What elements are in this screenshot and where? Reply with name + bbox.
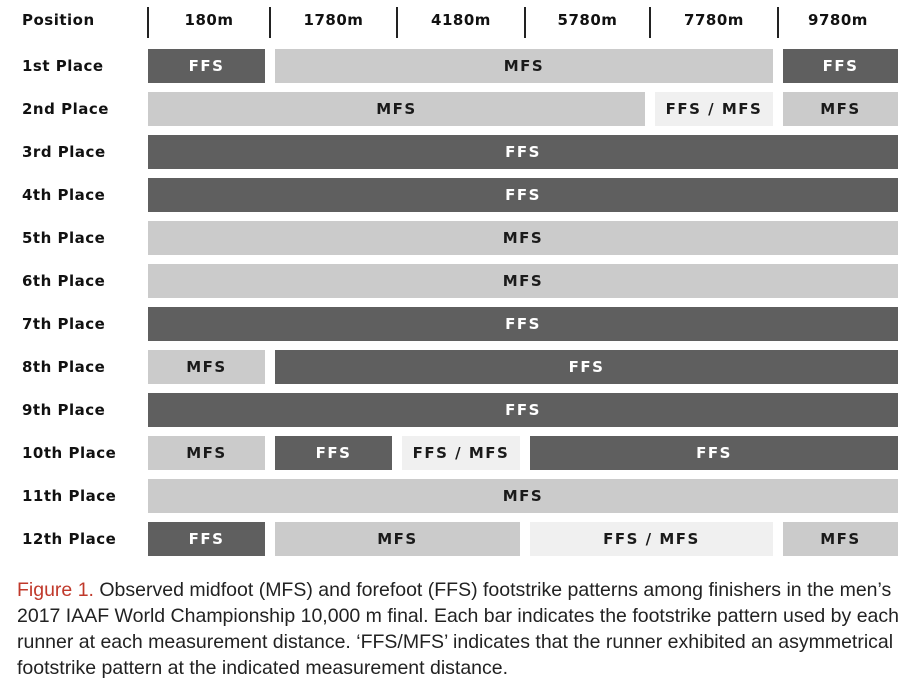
footstrike-bar-mfs: MFS (783, 522, 898, 556)
footstrike-bar-ffs: FFS (275, 350, 898, 384)
caption-label: Figure 1. (17, 579, 94, 601)
distance-header: 180m (184, 11, 234, 29)
column-divider (147, 7, 149, 38)
row-label: 5th Place (22, 229, 106, 247)
footstrike-bar-ffs: FFS (148, 135, 898, 169)
distance-header: 1780m (303, 11, 364, 29)
footstrike-bar-mfs: MFS (148, 436, 265, 470)
footstrike-bar-ffs: FFS (148, 522, 265, 556)
row-label: 9th Place (22, 401, 106, 419)
column-divider (524, 7, 526, 38)
row-label: 7th Place (22, 315, 106, 333)
distance-header: 4180m (431, 11, 491, 29)
column-divider (396, 7, 398, 38)
footstrike-bar-ffs: FFS (530, 436, 898, 470)
row-label: 6th Place (22, 272, 106, 290)
row-label: 12th Place (22, 530, 117, 548)
row-label: 4th Place (22, 186, 106, 204)
footstrike-bar-ffs: FFS (783, 49, 898, 83)
footstrike-bar-ffs: FFS (275, 436, 392, 470)
column-divider (649, 7, 651, 38)
figure-caption: Figure 1. Observed midfoot (MFS) and for… (17, 577, 909, 681)
footstrike-bar-ffs: FFS (148, 49, 265, 83)
footstrike-bar-mfs: MFS (148, 264, 898, 298)
footstrike-bar-mfs: MFS (783, 92, 898, 126)
footstrike-bar-mfs: MFS (148, 479, 898, 513)
footstrike-bar-mix: FFS / MFS (530, 522, 773, 556)
row-label: 2nd Place (22, 100, 109, 118)
footstrike-bar-mfs: MFS (275, 49, 773, 83)
caption-text: Observed midfoot (MFS) and forefoot (FFS… (17, 579, 899, 679)
footstrike-bar-mix: FFS / MFS (655, 92, 773, 126)
column-divider (777, 7, 779, 38)
footstrike-bar-ffs: FFS (148, 178, 898, 212)
distance-header: 5780m (557, 11, 618, 29)
footstrike-bar-mix: FFS / MFS (402, 436, 520, 470)
row-label: 3rd Place (22, 143, 106, 161)
row-label: 8th Place (22, 358, 106, 376)
footstrike-bar-ffs: FFS (148, 307, 898, 341)
distance-header: 7780m (684, 11, 744, 29)
row-label: 1st Place (22, 57, 104, 75)
column-divider (269, 7, 271, 38)
position-header: Position (22, 11, 95, 29)
distance-header: 9780m (808, 11, 868, 29)
row-label: 10th Place (22, 444, 117, 462)
footstrike-bar-mfs: MFS (148, 92, 645, 126)
footstrike-bar-ffs: FFS (148, 393, 898, 427)
footstrike-bar-mfs: MFS (275, 522, 520, 556)
footstrike-bar-mfs: MFS (148, 221, 898, 255)
footstrike-bar-mfs: MFS (148, 350, 265, 384)
row-label: 11th Place (22, 487, 117, 505)
